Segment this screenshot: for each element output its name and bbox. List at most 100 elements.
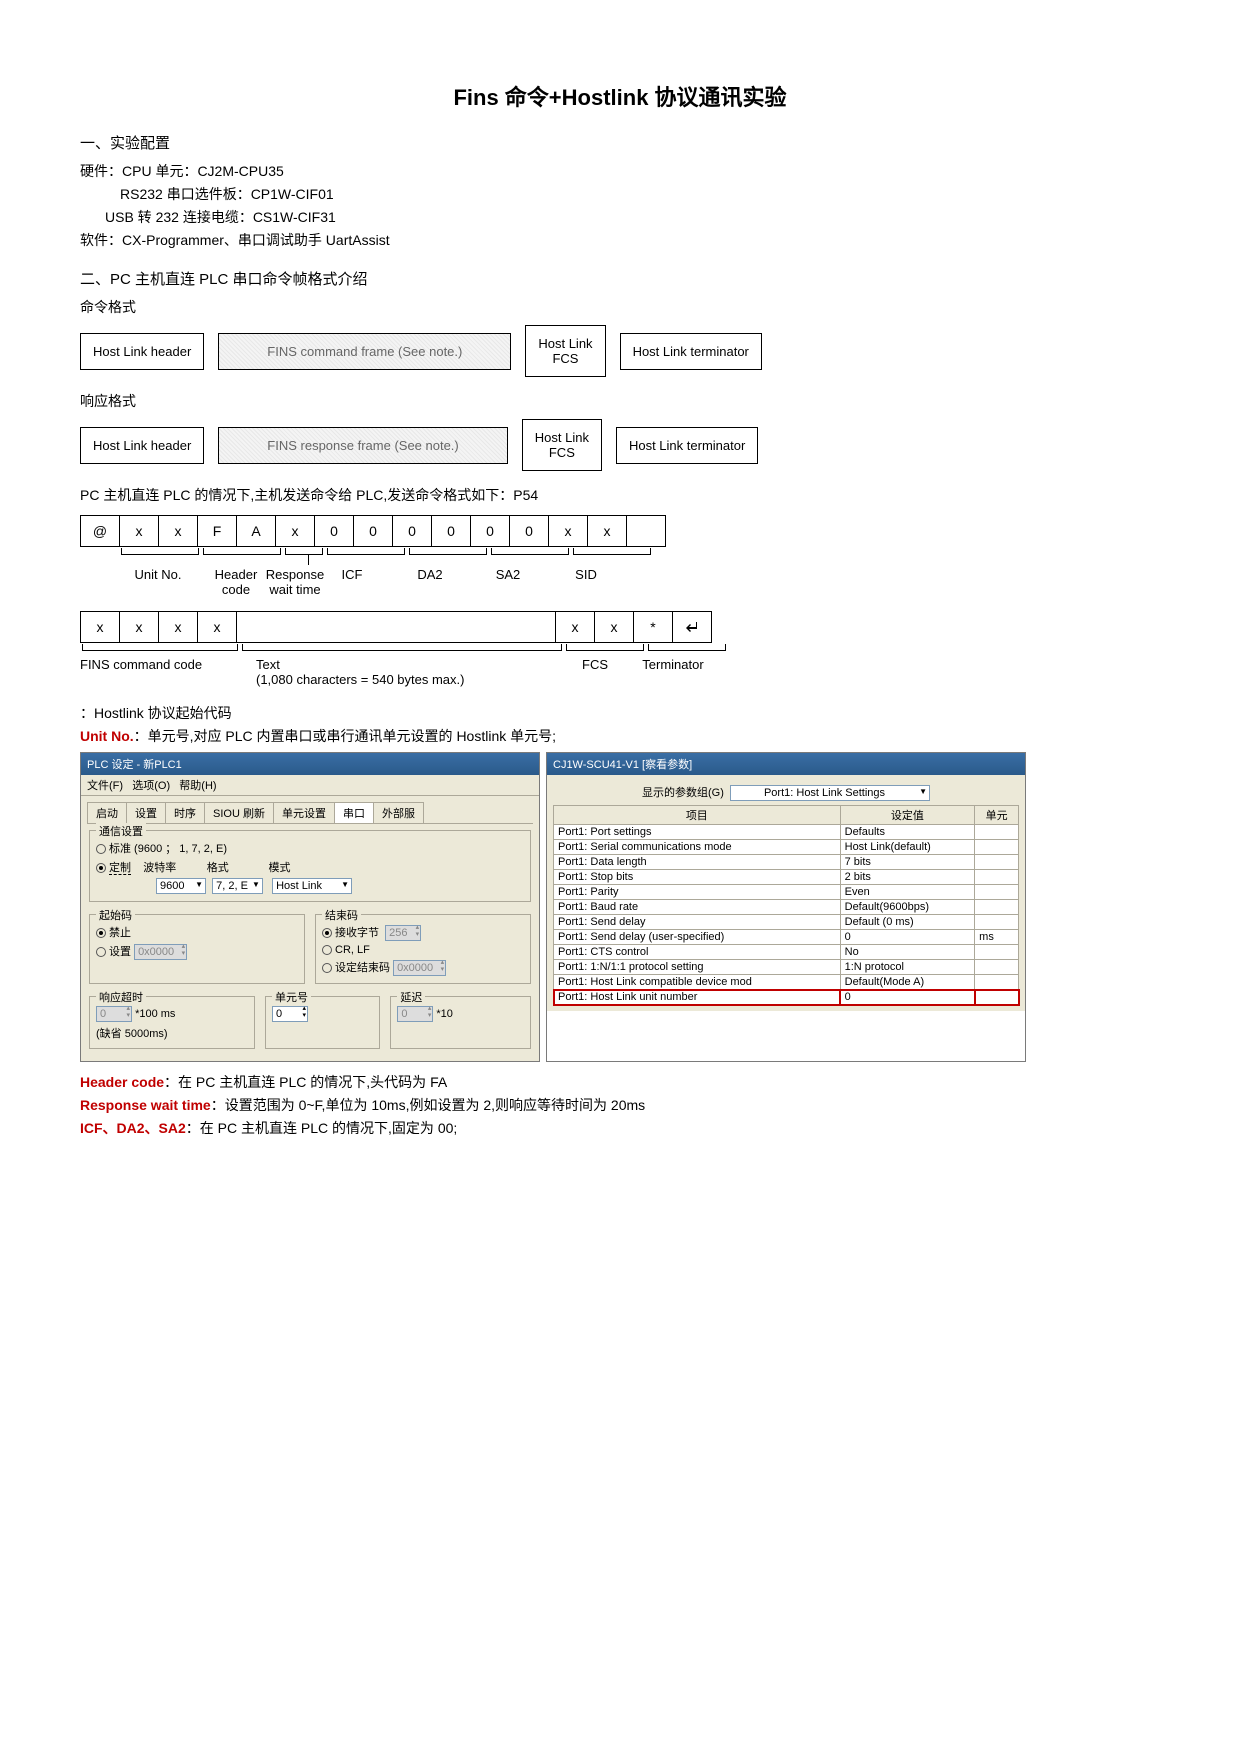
label-term: Terminator [634, 655, 712, 687]
baud-select[interactable]: 9600 [156, 878, 206, 894]
window-title: PLC 设定 - 新PLC1 [81, 753, 539, 775]
end-code-group: 结束码 接收字节 256 CR, LF 设定结束码 0x0000 [315, 914, 531, 984]
rwt-note: Response wait time：设置范围为 0~F,单位为 10ms,例如… [80, 1095, 1160, 1115]
tabs: 启动 设置 时序 SIOU 刷新 单元设置 串口 外部服 [87, 802, 533, 824]
unitno-label: Unit No. [80, 728, 134, 744]
table-row[interactable]: Port1: Port settingsDefaults [554, 825, 1019, 840]
format-select[interactable]: 7, 2, E [212, 878, 263, 894]
menu-help[interactable]: 帮助(H) [179, 780, 216, 792]
byte-cell: 0 [392, 515, 432, 547]
radio-disable-start[interactable] [96, 928, 106, 938]
byte-cell: x [119, 611, 159, 643]
frame-header-box: Host Link header [80, 333, 204, 370]
radio-standard[interactable] [96, 844, 106, 854]
byte-cell: x [197, 611, 237, 643]
delay-group: 延迟 0 *10 [390, 996, 531, 1049]
params-table: 项目 设定值 单元 Port1: Port settingsDefaultsPo… [553, 805, 1019, 1005]
delay-input[interactable]: 0 [397, 1006, 433, 1022]
comm-group-title: 通信设置 [96, 823, 146, 839]
hw-line-2: RS232 串口选件板：CP1W-CIF01 [80, 184, 1160, 204]
frame-fcs-box: Host Link FCS [522, 419, 602, 471]
plc-settings-window: PLC 设定 - 新PLC1 文件(F) 选项(O) 帮助(H) 启动 设置 时… [80, 752, 540, 1062]
byte-cell: F [197, 515, 237, 547]
radio-crlf[interactable] [322, 945, 332, 955]
radio-custom[interactable] [96, 863, 106, 873]
window-title-2: CJ1W-SCU41-V1 [察看参数] [547, 753, 1025, 775]
byte-cell: * [633, 611, 673, 643]
table-row[interactable]: Port1: Send delay (user-specified)0ms [554, 930, 1019, 945]
resp-timeout[interactable]: 0 [96, 1006, 132, 1022]
col-value: 设定值 [840, 806, 975, 825]
table-row[interactable]: Port1: Send delayDefault (0 ms) [554, 915, 1019, 930]
table-row[interactable]: Port1: Stop bits2 bits [554, 870, 1019, 885]
table-row[interactable]: Port1: Serial communications modeHost Li… [554, 840, 1019, 855]
header-code-note: Header code：在 PC 主机直连 PLC 的情况下,头代码为 FA [80, 1072, 1160, 1092]
table-row[interactable]: Port1: 1:N/1:1 protocol setting1:N proto… [554, 960, 1019, 975]
frame-resp-box: FINS response frame (See note.) [218, 427, 507, 464]
label-icf: ICF [313, 565, 391, 597]
byte-cell: x [80, 611, 120, 643]
tab-ext[interactable]: 外部服 [373, 802, 424, 823]
start-code-value[interactable]: 0x0000 [134, 944, 187, 960]
section-1-title: 一、实验配置 [80, 132, 1160, 153]
label-fcs: FCS [556, 655, 634, 687]
col-item: 项目 [554, 806, 841, 825]
hw-line-1: 硬件：CPU 单元：CJ2M-CPU35 [80, 161, 1160, 181]
byte-cell: A [236, 515, 276, 547]
byte-cell: x [594, 611, 634, 643]
byte-cell: x [587, 515, 627, 547]
label-fins: FINS command code [80, 655, 236, 687]
byte-diagram-2: xxxx xx* FINS command code Text (1,080 c… [80, 611, 1160, 687]
table-row[interactable]: Port1: Host Link unit number0 [554, 990, 1019, 1005]
end-code-value[interactable]: 0x0000 [393, 960, 446, 976]
resp-format-label: 响应格式 [80, 391, 1160, 411]
unit-no-input[interactable]: 0 [272, 1006, 308, 1022]
tab-serial[interactable]: 串口 [334, 802, 374, 823]
tab-settings[interactable]: 设置 [126, 802, 166, 823]
cmd-format-label: 命令格式 [80, 297, 1160, 317]
frame-cmd-box: FINS command frame (See note.) [218, 333, 511, 370]
byte-cell [672, 611, 712, 643]
tab-siou[interactable]: SIOU 刷新 [204, 802, 274, 823]
byte-cell: @ [80, 515, 120, 547]
byte-cell: x [119, 515, 159, 547]
menu-file[interactable]: 文件(F) [87, 780, 123, 792]
byte-cell: x [158, 515, 198, 547]
recv-bytes[interactable]: 256 [385, 925, 421, 941]
byte-cell [626, 515, 666, 547]
frame-fcs-box: Host Link FCS [525, 325, 605, 377]
byte-cell: x [158, 611, 198, 643]
byte-cell: 0 [353, 515, 393, 547]
table-row[interactable]: Port1: Data length7 bits [554, 855, 1019, 870]
start-code-group: 起始码 禁止 设置 0x0000 [89, 914, 305, 984]
p54-line: PC 主机直连 PLC 的情况下,主机发送命令给 PLC,发送命令格式如下：P5… [80, 485, 1160, 505]
byte-cell: 0 [314, 515, 354, 547]
page-title: Fins 命令+Hostlink 协议通讯实验 [80, 80, 1160, 112]
radio-set-start[interactable] [96, 947, 106, 957]
table-row[interactable]: Port1: CTS controlNo [554, 945, 1019, 960]
resp-timeout-group: 响应超时 0 *100 ms (缺省 5000ms) [89, 996, 255, 1049]
byte-cell: x [548, 515, 588, 547]
table-row[interactable]: Port1: Host Link compatible device modDe… [554, 975, 1019, 990]
section-2-title: 二、PC 主机直连 PLC 串口命令帧格式介绍 [80, 268, 1160, 289]
ids-note: ICF、DA2、SA2：在 PC 主机直连 PLC 的情况下,固定为 00; [80, 1118, 1160, 1138]
byte-cell: 0 [470, 515, 510, 547]
byte-cell: x [275, 515, 315, 547]
radio-recv[interactable] [322, 928, 332, 938]
scu-params-window: CJ1W-SCU41-V1 [察看参数] 显示的参数组(G) Port1: Ho… [546, 752, 1026, 1062]
unitno-note: Unit No.：单元号,对应 PLC 内置串口或串行通讯单元设置的 Hostl… [80, 726, 1160, 746]
menu-options[interactable]: 选项(O) [132, 780, 170, 792]
byte-diagram-1: @xxFAx000000xx Unit No. Header code Resp… [80, 515, 1160, 597]
table-row[interactable]: Port1: ParityEven [554, 885, 1019, 900]
tab-start[interactable]: 启动 [87, 802, 127, 823]
tab-unit[interactable]: 单元设置 [273, 802, 335, 823]
cmd-frame-row: Host Link header FINS command frame (See… [80, 325, 1160, 377]
param-group-select[interactable]: Port1: Host Link Settings [730, 785, 930, 801]
table-row[interactable]: Port1: Baud rateDefault(9600bps) [554, 900, 1019, 915]
frame-term-box: Host Link terminator [616, 427, 758, 464]
mode-select[interactable]: Host Link [272, 878, 352, 894]
radio-endcode[interactable] [322, 963, 332, 973]
tab-timing[interactable]: 时序 [165, 802, 205, 823]
label-da2: DA2 [391, 565, 469, 597]
hostlink-note: ：Hostlink 协议起始代码 [80, 703, 1160, 723]
